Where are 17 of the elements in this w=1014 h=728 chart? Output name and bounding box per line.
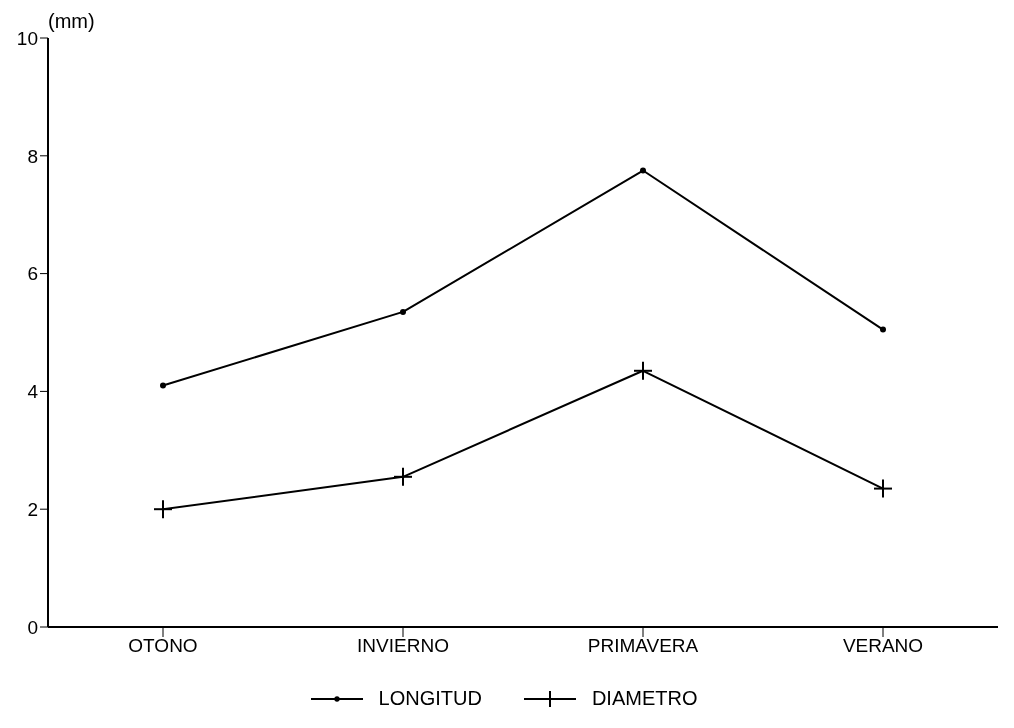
point — [400, 308, 406, 315]
y-tick-label: 8 — [27, 145, 38, 167]
x-tick-label: OTONO — [128, 635, 198, 657]
x-tick-label: INVIERNO — [357, 635, 449, 657]
y-tick-label: 10 — [16, 27, 38, 49]
y-tick-label: 0 — [27, 616, 38, 638]
x-tick-label: VERANO — [842, 635, 924, 657]
y-axis-title: (mm) — [48, 10, 95, 33]
x-tick-label: PRIMAVERA — [587, 635, 699, 657]
point — [880, 326, 886, 333]
y-tick-label: 6 — [27, 263, 38, 285]
legend-label: LONGITUD — [378, 687, 482, 710]
legend-label: DIAMETRO — [591, 687, 698, 710]
y-tick-label: 4 — [27, 381, 39, 403]
point — [160, 382, 166, 389]
point — [640, 167, 646, 174]
y-tick-label: 2 — [27, 498, 38, 520]
